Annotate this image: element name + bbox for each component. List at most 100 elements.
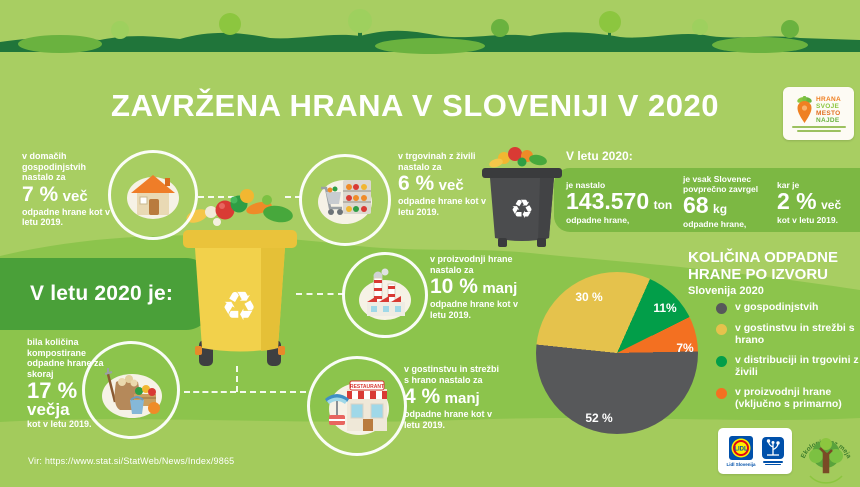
callout-hospitality: v gostinstvu in strežbi s hrano nastalo … <box>404 364 502 430</box>
callout-post: odpadne hrane kot v letu 2019. <box>22 206 111 228</box>
callout-pre: v proizvodnji hrane nastalo za <box>430 254 513 275</box>
legend-label: v gospodinjstvih <box>735 301 819 313</box>
stat-total-tons: je nastalo 143.570 ton odpadne hrane, <box>566 180 676 225</box>
household-circle <box>108 150 198 240</box>
restaurant-icon: RESTAURANT <box>325 380 389 435</box>
pie-legend: v gospodinjstvih v gostinstvu in strežbi … <box>716 301 860 410</box>
compost-circle <box>82 341 180 439</box>
year-intro-label: V letu 2020 je: <box>30 282 174 305</box>
stat-pre: kar je <box>777 180 800 190</box>
connector-line <box>240 391 306 393</box>
pie-value-label: 11% <box>653 301 677 315</box>
lidl-tree-logo-icon <box>761 437 784 459</box>
vegetables-icon <box>489 147 547 168</box>
badge-tagline-line <box>796 129 841 132</box>
ekologi-brez-meja-logo: Ekologi brez meja <box>800 438 852 484</box>
legend-dot-icon <box>716 324 727 335</box>
recycle-icon: ♻ <box>221 285 257 329</box>
restaurant-circle: RESTAURANT <box>307 356 407 456</box>
stats-heading: V letu 2020: <box>566 149 633 163</box>
legend-item: v gostinstvu in strežbi s hrano <box>716 322 860 346</box>
callout-value: 10 % <box>430 275 478 298</box>
chart-subtitle: Slovenija 2020 <box>688 285 764 297</box>
callout-word: manj <box>444 390 480 407</box>
connector-line <box>285 196 301 198</box>
badge-word: SVOJE <box>816 102 840 110</box>
stat-unit: več <box>821 198 842 212</box>
connector-line <box>184 391 236 393</box>
partner-logos-card: LIDL Lidl Slovenija <box>718 428 792 474</box>
campaign-badge: HRANA SVOJE MESTO NAJDE <box>783 87 854 140</box>
callout-word: več <box>438 177 464 194</box>
stat-per-capita: je vsak Slovenec povprečno zavrgel 68 kg… <box>683 174 775 229</box>
stat-post: kot v letu 2019. <box>777 215 838 225</box>
pie-value-label: 52 % <box>585 411 613 425</box>
lidl-logo-icon: LIDL <box>728 435 753 460</box>
callout-pre: bila količina kompostirane odpadne hrane… <box>27 337 104 379</box>
legend-item: v proizvodnji hrane (vključno s primarno… <box>716 386 860 410</box>
stat-pre: je vsak Slovenec povprečno zavrgel <box>683 174 759 194</box>
pie-chart: 52 % 30 % 11% 7% <box>536 272 698 434</box>
connector-line <box>236 366 238 392</box>
callout-value: 6 % <box>398 172 435 195</box>
waste-bin-dark-icon: ♻ <box>482 147 562 247</box>
vegetables-icon <box>186 189 293 226</box>
callout-value: 17 % <box>27 378 78 403</box>
pie-value-label: 7% <box>676 341 694 355</box>
callout-post: odpadne hrane kot v letu 2019. <box>398 196 487 217</box>
callout-compost: bila količina kompostirane odpadne hrane… <box>27 337 111 430</box>
callout-households: v domačih gospodinjstvih nastalo za 7 % … <box>22 151 114 228</box>
badge-word: HRANA <box>816 95 841 103</box>
callout-production: v proizvodnji hrane nastalo za 10 % manj… <box>430 254 534 320</box>
callout-pre: v trgovinah z živili nastalo za <box>398 151 476 172</box>
factory-icon <box>359 268 411 320</box>
page-title: ZAVRŽENA HRANA V SLOVENIJI V 2020 <box>111 88 719 123</box>
stat-value: 143.570 <box>566 188 650 214</box>
factory-circle <box>342 252 428 338</box>
callout-word: več <box>62 187 88 205</box>
connector-line <box>296 293 344 295</box>
grocery-store-icon <box>318 180 372 224</box>
stat-post: odpadne hrane, <box>566 215 630 225</box>
house-icon <box>127 175 179 219</box>
badge-word: NAJDE <box>816 116 840 124</box>
tree-landscape-strip <box>0 9 860 58</box>
callout-value: 7 % <box>22 182 59 206</box>
lidl-logo-text: LIDL <box>734 446 748 452</box>
callout-word: večja <box>27 400 70 419</box>
recycle-icon: ♻ <box>510 194 533 224</box>
stats-band <box>554 168 860 232</box>
badge-tagline-line <box>791 125 846 128</box>
grocery-circle <box>299 154 391 246</box>
compost-icon <box>102 368 162 418</box>
legend-label: v distribuciji in trgovini z živili <box>735 354 859 378</box>
tree-logo-caption-lines <box>762 461 783 465</box>
pie-value-label: 30 % <box>575 290 603 304</box>
legend-dot-icon <box>716 356 727 367</box>
callout-value: 4 % <box>404 385 441 408</box>
year-intro-band: V letu 2020 je: <box>0 258 212 330</box>
callout-post: odpadne hrane kot v letu 2019. <box>430 299 519 320</box>
connector-line <box>198 196 234 198</box>
stat-post: odpadne hrane, <box>683 219 747 229</box>
stat-pre: je nastalo <box>566 180 606 190</box>
chart-title: KOLIČINA ODPADNE HRANE PO IZVORU <box>688 249 838 283</box>
legend-label: v gostinstvu in strežbi s hrano <box>735 322 855 346</box>
stat-value: 68 <box>683 192 709 218</box>
legend-dot-icon <box>716 303 727 314</box>
stat-value: 2 % <box>777 188 817 214</box>
stat-yearly-change: kar je 2 % več kot v letu 2019. <box>777 180 859 225</box>
callout-stores: v trgovinah z živili nastalo za 6 % več … <box>398 151 498 217</box>
callout-post: kot v letu 2019. <box>27 419 92 429</box>
restaurant-sign: RESTAURANT <box>350 384 384 390</box>
legend-item: v gospodinjstvih <box>716 301 860 314</box>
badge-word: MESTO <box>816 109 841 117</box>
source-url: Vir: https://www.stat.si/StatWeb/News/In… <box>28 456 235 466</box>
callout-word: manj <box>482 280 518 297</box>
stat-unit: kg <box>713 202 728 216</box>
carrot-pin-icon <box>797 95 812 123</box>
callout-pre: v gostinstvu in strežbi s hrano nastalo … <box>404 364 500 385</box>
legend-label: v proizvodnji hrane (vključno s primarno… <box>735 386 842 410</box>
callout-pre: v domačih gospodinjstvih nastalo za <box>22 151 86 182</box>
